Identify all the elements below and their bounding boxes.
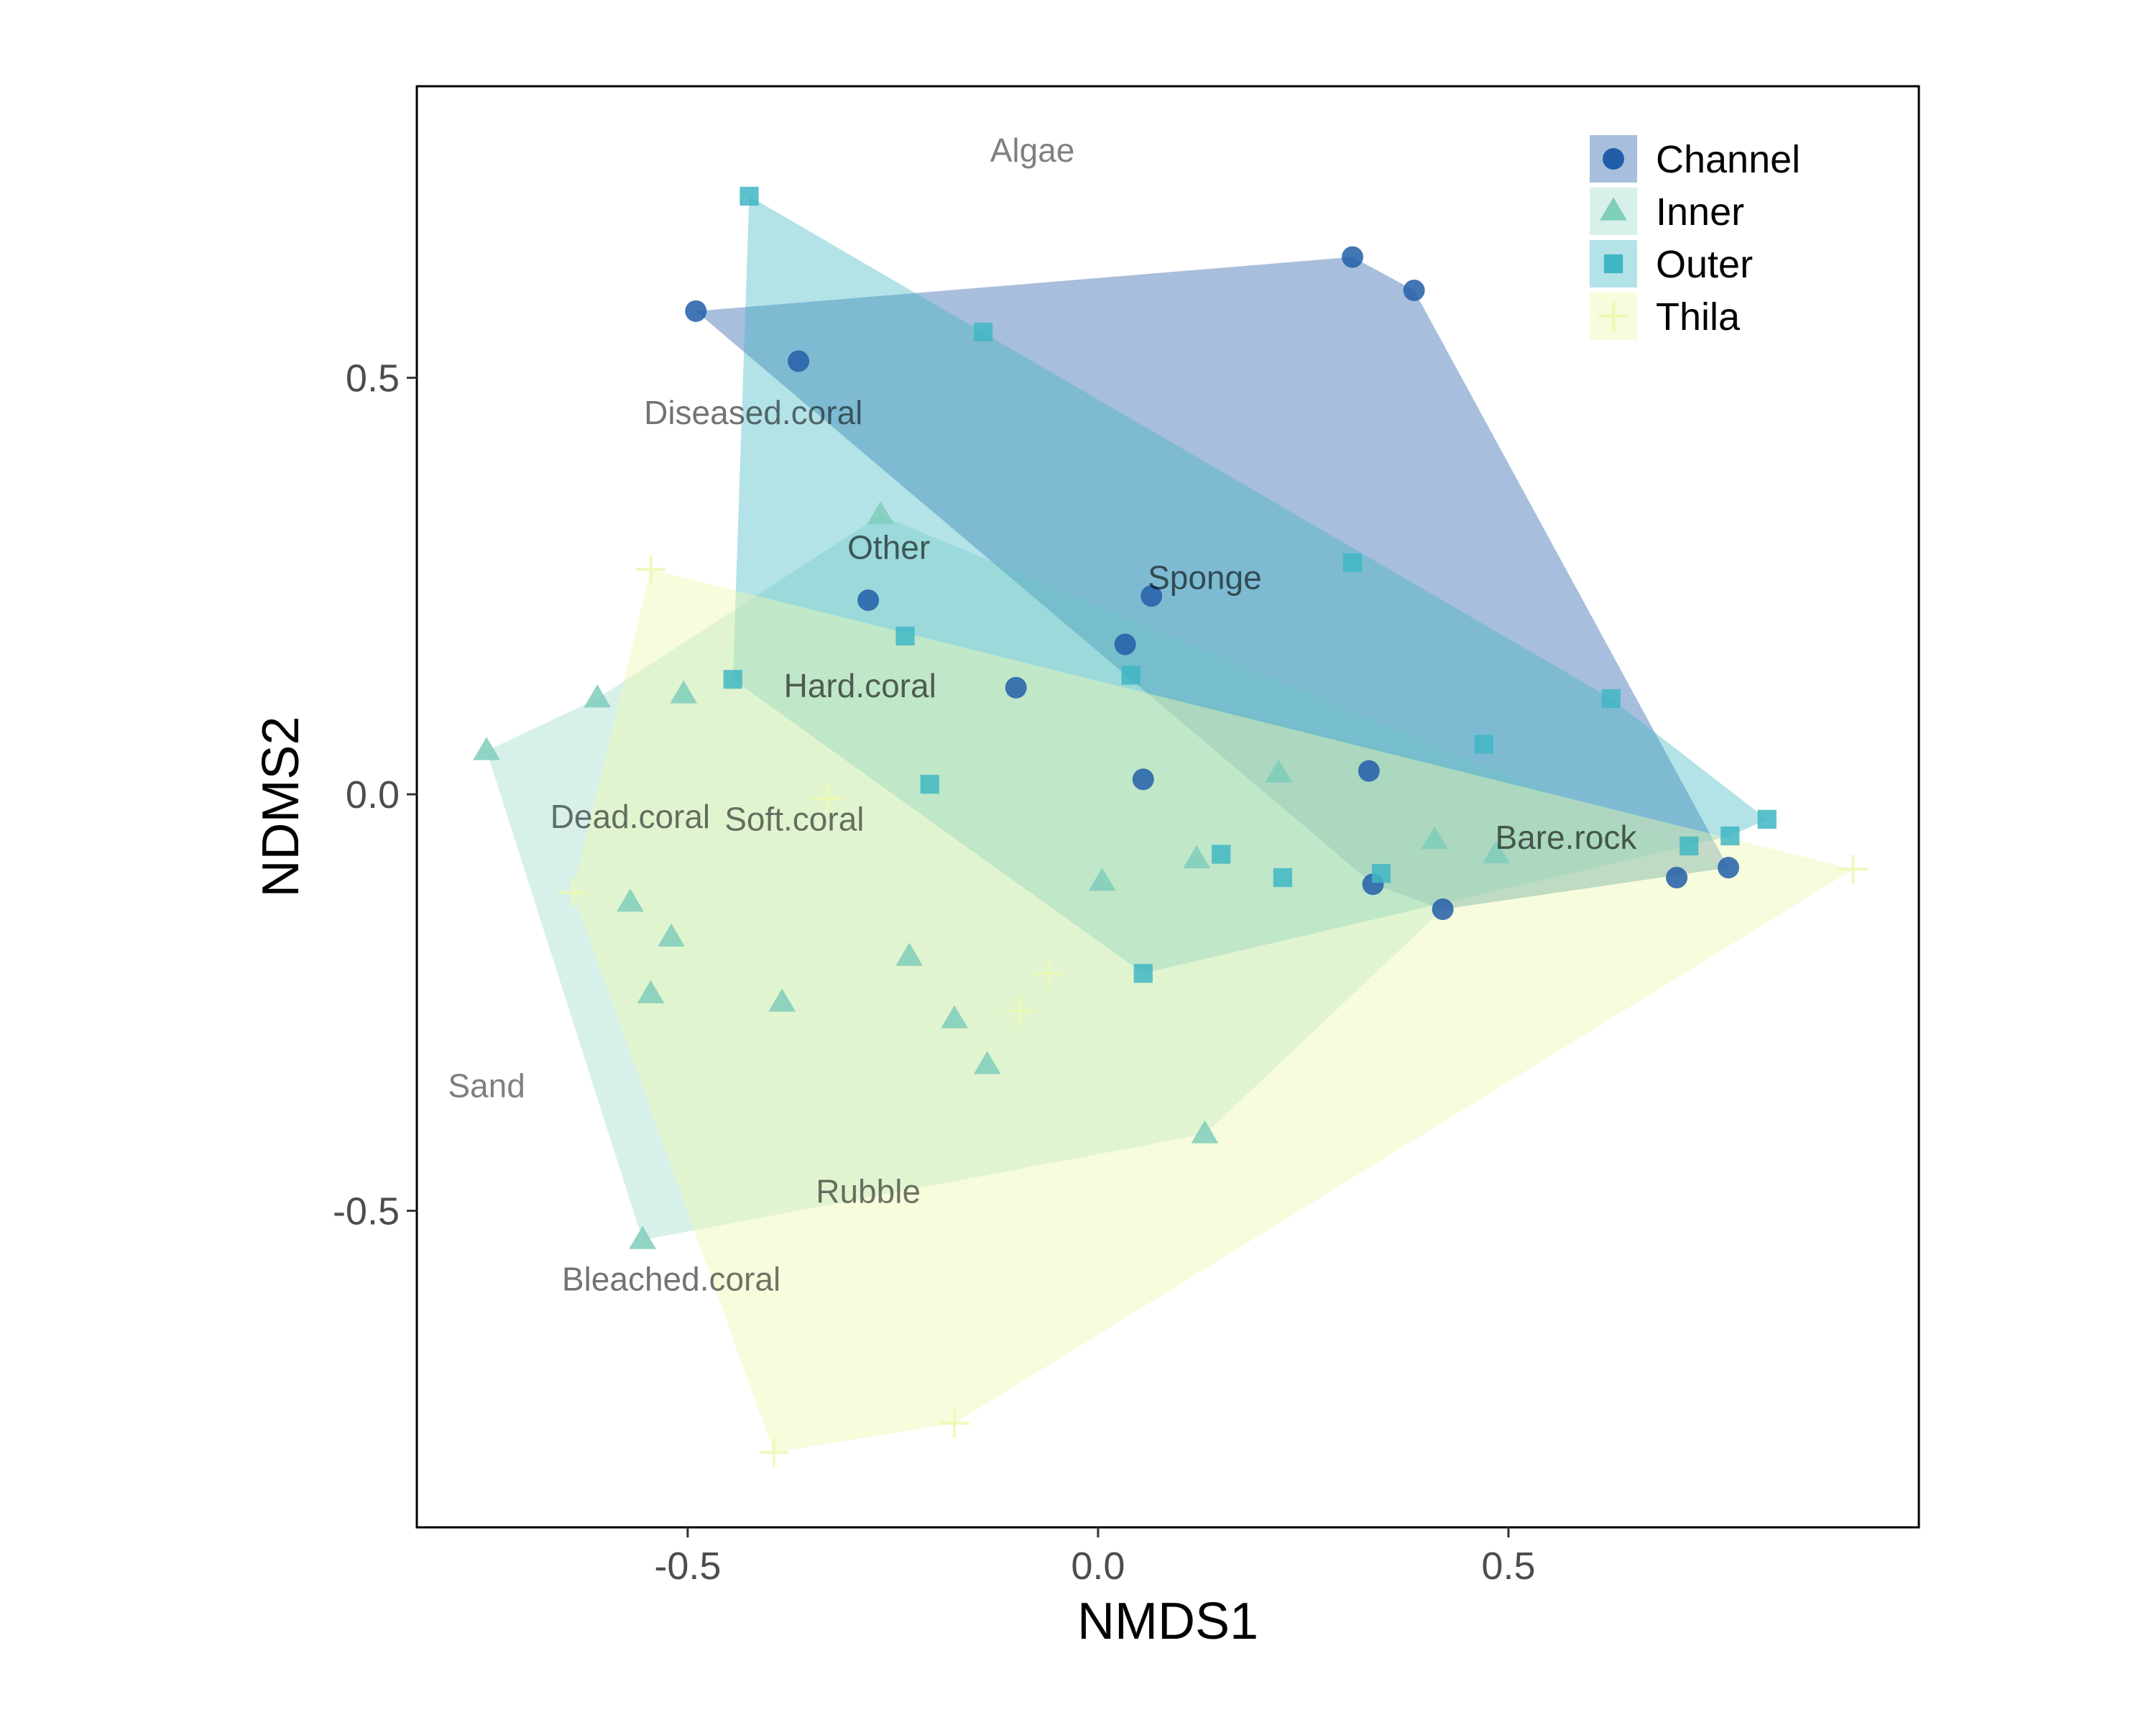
point-outer-0 xyxy=(740,186,759,206)
point-inner-12 xyxy=(1183,845,1210,869)
variable-label-other: Other xyxy=(847,529,930,566)
point-channel-3 xyxy=(1403,279,1425,301)
point-inner-8 xyxy=(895,942,923,966)
point-outer-2 xyxy=(1342,553,1363,573)
point-inner-5 xyxy=(658,923,685,947)
point-outer-12 xyxy=(1212,845,1231,864)
y-axis-title: NDMS2 xyxy=(252,716,310,897)
variable-label-bare-rock: Bare.rock xyxy=(1495,819,1637,856)
legend-label: Channel xyxy=(1656,138,1800,181)
y-axis: -0.5 0.0 0.5 xyxy=(333,357,417,1233)
point-outer-11 xyxy=(920,775,939,794)
legend-marker-thila xyxy=(1598,301,1628,331)
point-thila-4 xyxy=(1005,996,1035,1026)
legend-label: Inner xyxy=(1656,190,1744,234)
point-inner-9 xyxy=(941,1005,968,1029)
variable-label-sand: Sand xyxy=(448,1067,525,1104)
point-outer-1 xyxy=(973,322,993,342)
variable-label-bleached-coral: Bleached.coral xyxy=(562,1260,780,1297)
point-inner-3 xyxy=(867,501,895,525)
point-outer-15 xyxy=(1133,964,1153,983)
hull-thila xyxy=(572,569,1853,1453)
point-thila-7 xyxy=(759,1438,789,1467)
y-tick-label: -0.5 xyxy=(333,1190,400,1233)
point-channel-5 xyxy=(1141,585,1163,607)
point-channel-11 xyxy=(1432,898,1454,921)
point-outer-8 xyxy=(723,670,742,689)
point-outer-3 xyxy=(1601,689,1621,708)
point-thila-3 xyxy=(1034,959,1064,988)
point-outer-9 xyxy=(895,626,915,646)
point-inner-0 xyxy=(473,737,500,760)
point-inner-15 xyxy=(1482,840,1510,864)
point-channel-9 xyxy=(1358,760,1380,782)
point-thila-0 xyxy=(636,554,665,584)
variable-label-dead-coral: Dead.coral xyxy=(550,798,710,835)
variable-label-soft-coral: Soft.coral xyxy=(724,801,864,838)
point-channel-8 xyxy=(1132,768,1154,791)
variable-label-layer: Algae Diseased.coral Other Sponge Hard.coral… xyxy=(448,132,1637,1297)
point-channel-6 xyxy=(1114,633,1136,656)
point-thila-6 xyxy=(939,1408,969,1438)
legend-marker-channel xyxy=(1603,148,1624,170)
point-thila-5 xyxy=(1838,855,1868,884)
point-inner-7 xyxy=(768,988,796,1012)
legend: Channel Inner Outer Thila xyxy=(1590,135,1800,340)
point-channel-2 xyxy=(1341,246,1363,268)
point-inner-4 xyxy=(617,888,644,912)
point-channel-12 xyxy=(1666,867,1688,889)
legend-label: Outer xyxy=(1656,243,1753,286)
variable-label-diseased-coral: Diseased.coral xyxy=(644,394,862,431)
x-axis: -0.5 0.0 0.5 xyxy=(654,1527,1536,1588)
point-layer xyxy=(473,186,1868,1467)
legend-item-inner: Inner xyxy=(1590,188,1744,235)
point-channel-1 xyxy=(788,350,810,372)
point-outer-13 xyxy=(1371,864,1391,883)
variable-label-sponge: Sponge xyxy=(1148,558,1262,596)
point-outer-14 xyxy=(1273,868,1293,888)
point-inner-17 xyxy=(629,1225,656,1249)
legend-item-channel: Channel xyxy=(1590,135,1800,183)
point-inner-16 xyxy=(1191,1120,1219,1144)
point-outer-4 xyxy=(1474,735,1493,754)
point-inner-2 xyxy=(670,680,698,704)
point-outer-5 xyxy=(1757,809,1777,829)
point-thila-2 xyxy=(812,783,842,814)
point-inner-10 xyxy=(973,1051,1001,1075)
x-tick-label: 0.5 xyxy=(1481,1545,1535,1588)
x-tick-label: 0.0 xyxy=(1071,1545,1125,1588)
point-thila-1 xyxy=(558,878,588,908)
point-outer-7 xyxy=(1680,836,1699,856)
variable-label-hard-coral: Hard.coral xyxy=(784,667,936,704)
legend-marker-inner xyxy=(1600,197,1627,221)
hull-channel xyxy=(696,257,1729,910)
point-outer-6 xyxy=(1720,826,1740,846)
x-axis-title: NMDS1 xyxy=(1077,1593,1258,1650)
point-channel-4 xyxy=(857,589,880,612)
point-inner-14 xyxy=(1421,826,1449,850)
hull-layer xyxy=(487,196,1853,1453)
y-tick-label: 0.5 xyxy=(346,357,400,400)
hull-outer xyxy=(732,196,1767,974)
point-channel-7 xyxy=(1005,676,1027,699)
point-inner-1 xyxy=(584,684,612,708)
legend-item-outer: Outer xyxy=(1590,240,1753,288)
plot-panel-border xyxy=(415,85,1920,1529)
x-tick-label: -0.5 xyxy=(654,1545,721,1588)
legend-marker-outer xyxy=(1603,254,1623,274)
legend-item-thila: Thila xyxy=(1590,293,1741,340)
variable-label-algae: Algae xyxy=(990,132,1075,169)
point-inner-13 xyxy=(1265,759,1293,783)
y-tick-label: 0.0 xyxy=(346,773,400,816)
legend-label: Thila xyxy=(1656,295,1741,339)
variable-label-rubble: Rubble xyxy=(816,1173,921,1210)
point-channel-13 xyxy=(1718,857,1740,879)
point-inner-6 xyxy=(637,980,665,1003)
point-channel-0 xyxy=(685,300,707,322)
point-outer-10 xyxy=(1121,666,1141,685)
point-inner-11 xyxy=(1088,868,1116,891)
